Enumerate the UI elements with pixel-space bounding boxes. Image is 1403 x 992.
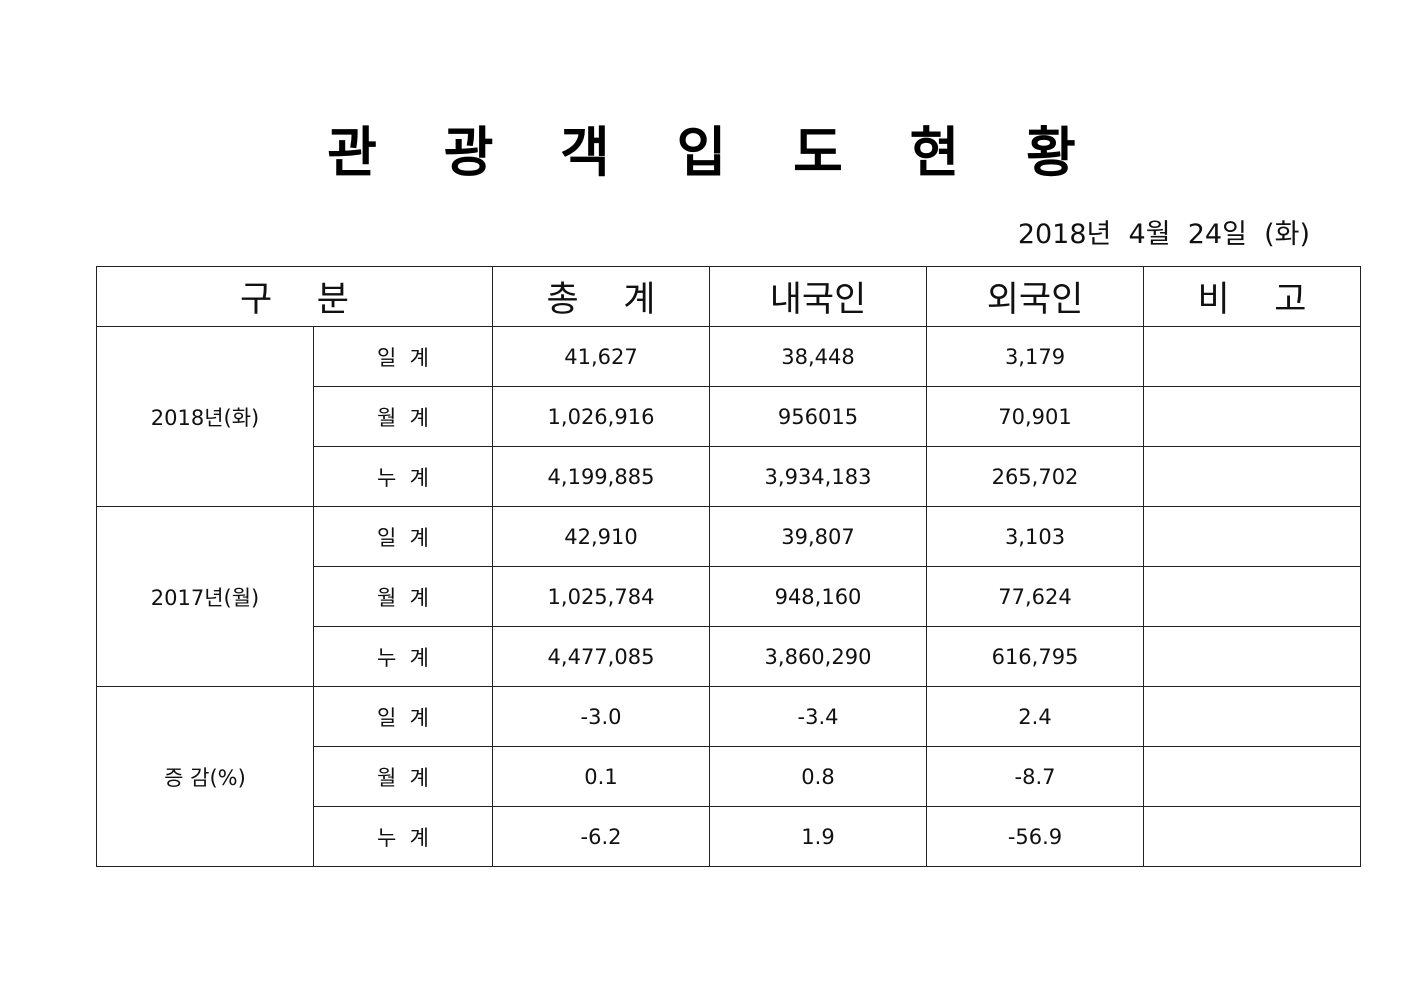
cell-foreign: 2.4	[926, 686, 1144, 747]
cell-domestic: -3.4	[709, 686, 927, 747]
header-category: 구 분	[96, 266, 493, 327]
cell-domestic: 0.8	[709, 746, 927, 807]
cell-total: 4,477,085	[492, 626, 710, 687]
cell-remarks	[1143, 686, 1361, 747]
cell-foreign: 3,103	[926, 506, 1144, 567]
table-row: 2017년(월) 일 계 42,910 39,807 3,103	[96, 506, 1361, 687]
table-row: 증 감(%) 일 계 -3.0 -3.4 2.4	[96, 686, 1361, 867]
cell-total: -6.2	[492, 806, 710, 867]
cell-total: 41,627	[492, 326, 710, 387]
cell-foreign: 77,624	[926, 566, 1144, 627]
row-label-cumulative: 누 계	[313, 806, 493, 867]
cell-domestic: 1.9	[709, 806, 927, 867]
row-label-daily: 일 계	[313, 326, 493, 387]
cell-domestic: 39,807	[709, 506, 927, 567]
row-label-cumulative: 누 계	[313, 626, 493, 687]
cell-foreign: -56.9	[926, 806, 1144, 867]
row-label-daily: 일 계	[313, 686, 493, 747]
cell-domestic: 38,448	[709, 326, 927, 387]
table-header-row: 구 분 총 계 내국인 외국인 비 고	[96, 266, 1361, 327]
cell-remarks	[1143, 386, 1361, 447]
cell-remarks	[1143, 746, 1361, 807]
table-row: 2018년(화) 일 계 41,627 38,448 3,179	[96, 326, 1361, 507]
cell-total: 1,026,916	[492, 386, 710, 447]
group-label-change-pct: 증 감(%)	[96, 686, 314, 867]
cell-foreign: 70,901	[926, 386, 1144, 447]
row-label-daily: 일 계	[313, 506, 493, 567]
cell-total: -3.0	[492, 686, 710, 747]
row-label-monthly: 월 계	[313, 746, 493, 807]
cell-foreign: 616,795	[926, 626, 1144, 687]
table-row: 월 계 1,026,916 956015 70,901	[97, 386, 1361, 447]
cell-remarks	[1143, 506, 1361, 567]
cell-domestic: 956015	[709, 386, 927, 447]
table-row: 월 계 1,025,784 948,160 77,624	[97, 566, 1361, 627]
header-remarks: 비 고	[1143, 266, 1361, 327]
cell-total: 1,025,784	[492, 566, 710, 627]
cell-total: 4,199,885	[492, 446, 710, 507]
cell-foreign: 265,702	[926, 446, 1144, 507]
header-total: 총 계	[492, 266, 710, 327]
cell-foreign: -8.7	[926, 746, 1144, 807]
row-label-monthly: 월 계	[313, 566, 493, 627]
cell-remarks	[1143, 446, 1361, 507]
cell-remarks	[1143, 566, 1361, 627]
table-row: 누 계 -6.2 1.9 -56.9	[97, 806, 1361, 867]
cell-domestic: 3,860,290	[709, 626, 927, 687]
cell-total: 42,910	[492, 506, 710, 567]
row-label-monthly: 월 계	[313, 386, 493, 447]
header-domestic: 내국인	[709, 266, 927, 327]
group-label-2018: 2018년(화)	[96, 326, 314, 507]
table-row: 누 계 4,199,885 3,934,183 265,702	[97, 446, 1361, 507]
group-label-2017: 2017년(월)	[96, 506, 314, 687]
table-row: 월 계 0.1 0.8 -8.7	[97, 746, 1361, 807]
report-date: 2018년 4월 24일 (화)	[1017, 219, 1310, 250]
cell-remarks	[1143, 626, 1361, 687]
row-label-cumulative: 누 계	[313, 446, 493, 507]
cell-domestic: 948,160	[709, 566, 927, 627]
header-foreign: 외국인	[926, 266, 1144, 327]
cell-total: 0.1	[492, 746, 710, 807]
cell-domestic: 3,934,183	[709, 446, 927, 507]
cell-foreign: 3,179	[926, 326, 1144, 387]
cell-remarks	[1143, 806, 1361, 867]
document-title: 관 광 객 입 도 현 황	[327, 121, 1100, 184]
cell-remarks	[1143, 326, 1361, 387]
tourist-arrivals-table: 구 분 총 계 내국인 외국인 비 고 2018년(화) 일 계 41,627 …	[96, 266, 1361, 867]
